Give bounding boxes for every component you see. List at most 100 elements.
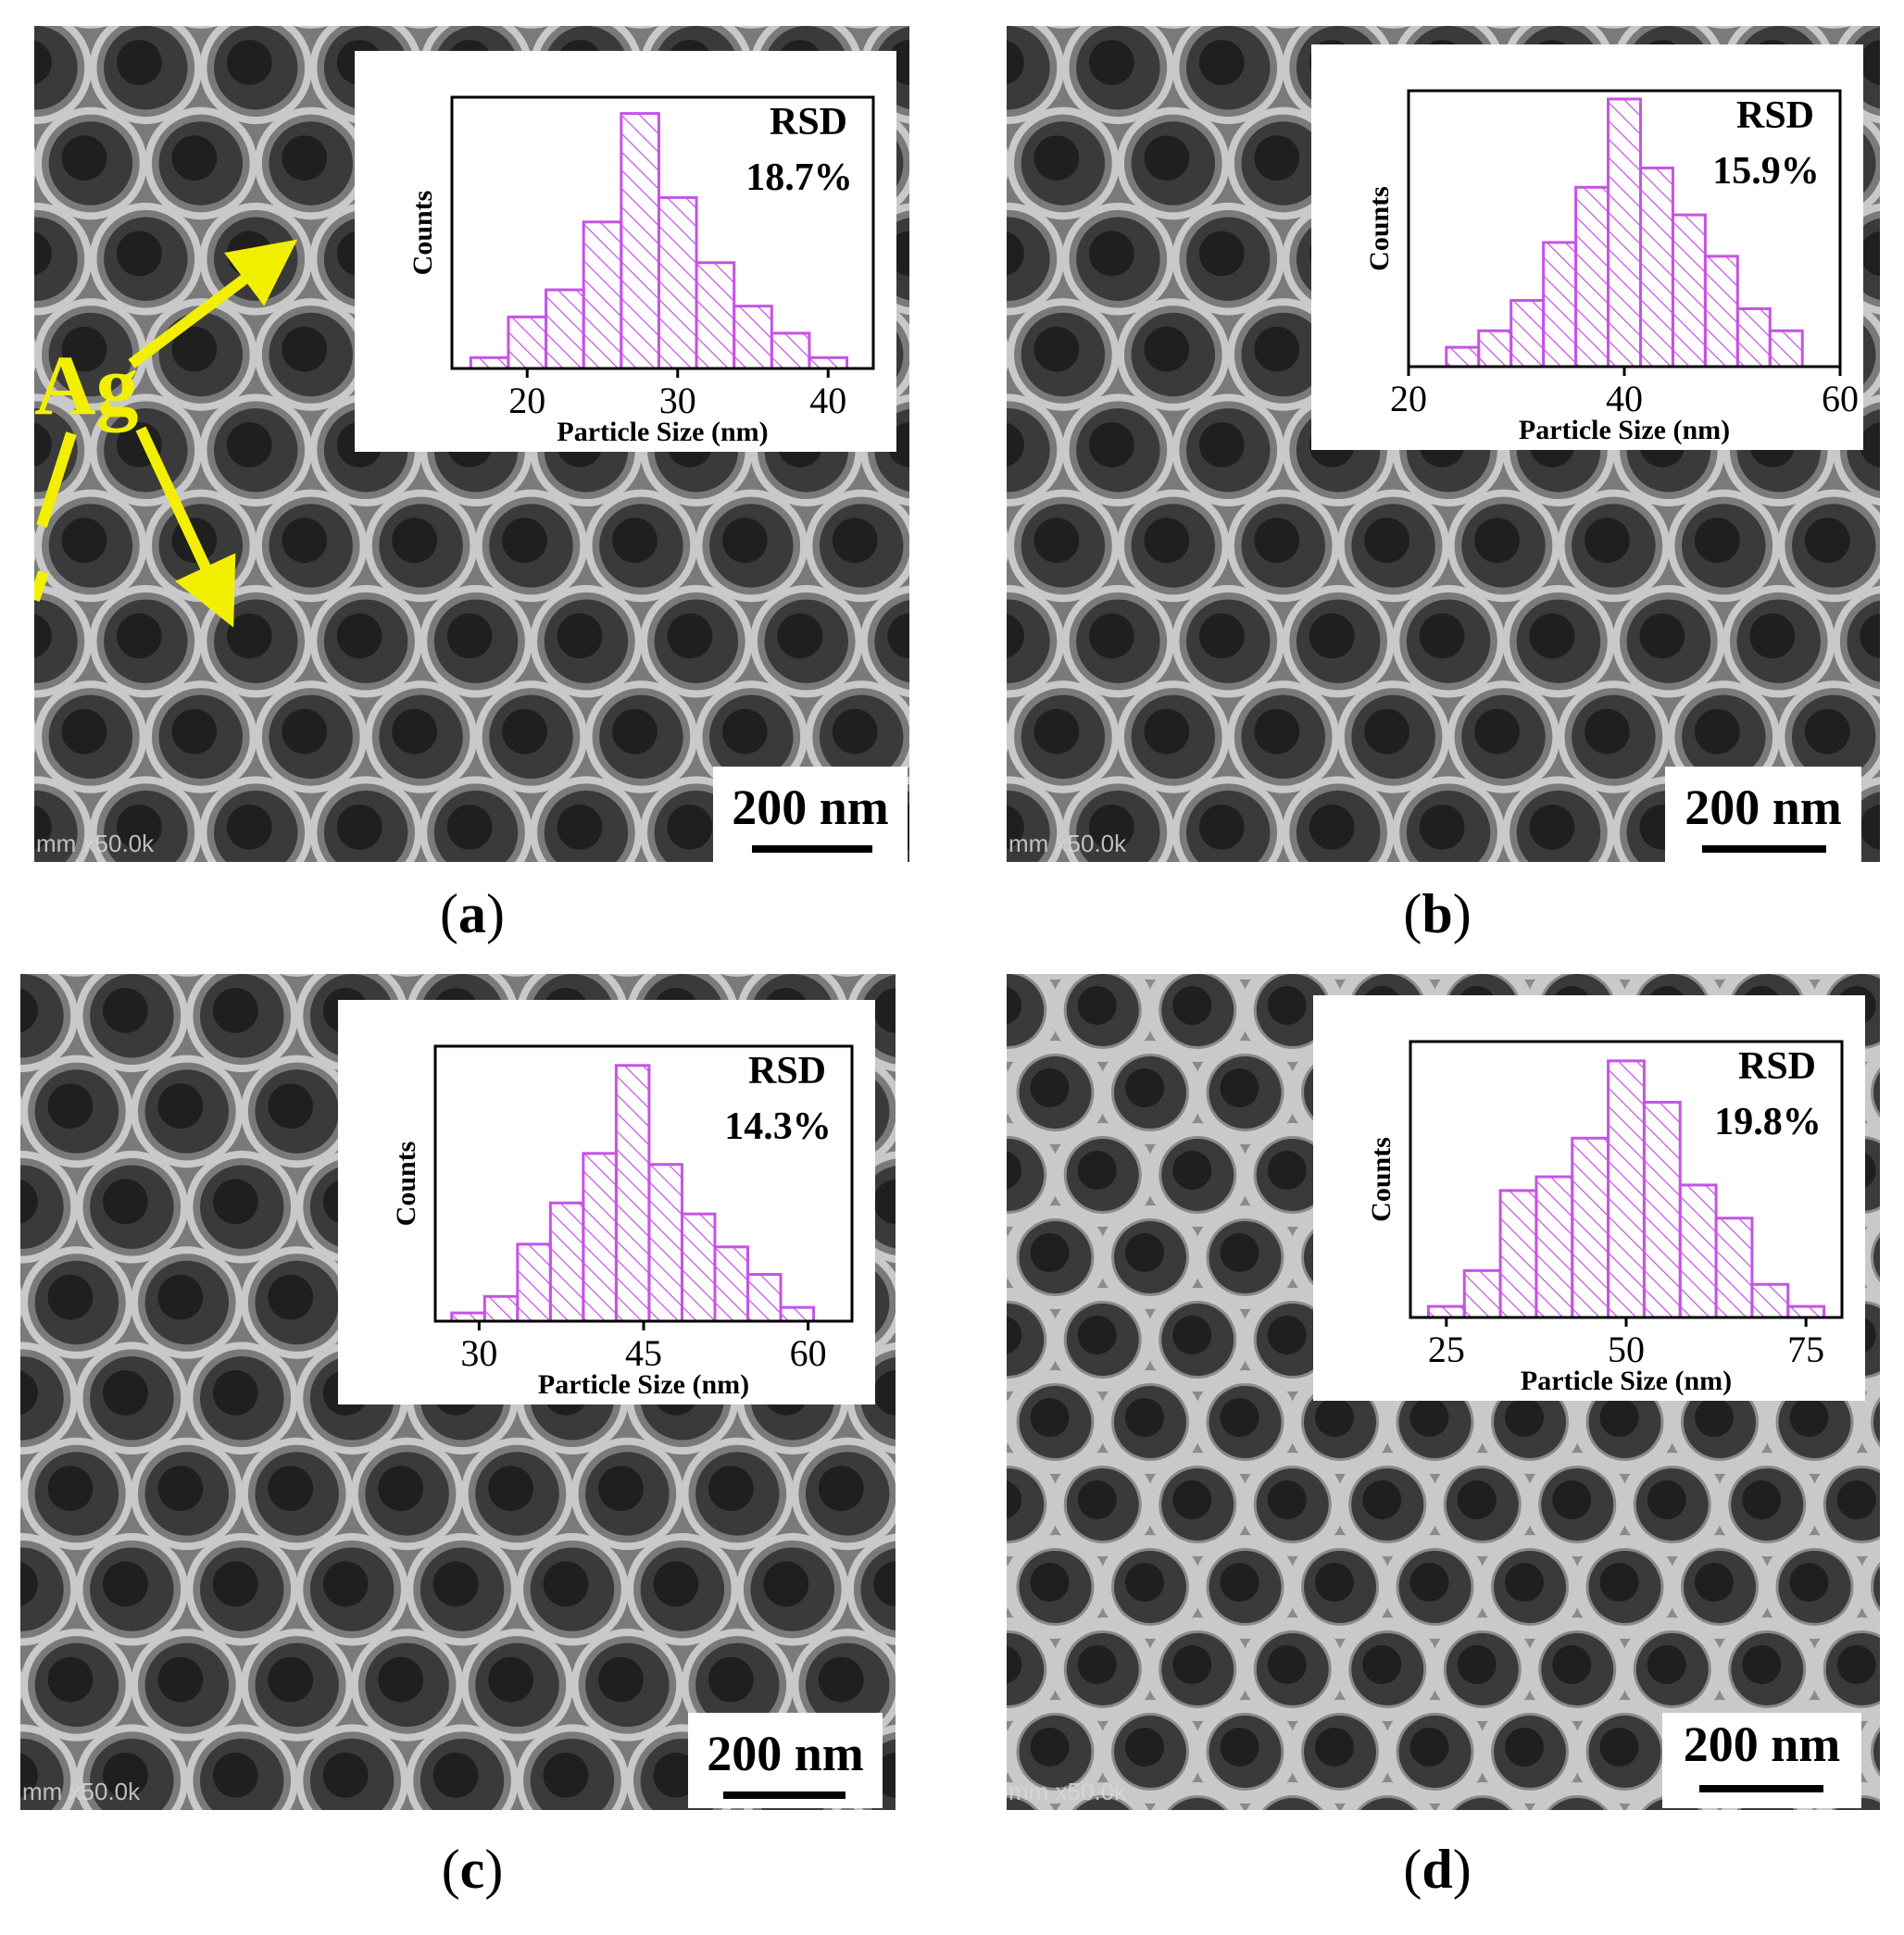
histogram-inset-b: 20 40 60 Particle Size (nm) Counts RSD 15.9% xyxy=(1311,44,1863,450)
histogram-bar xyxy=(1671,213,1707,368)
histogram-bar xyxy=(614,1064,651,1323)
histogram-bar xyxy=(733,305,773,370)
x-tick-label: 30 xyxy=(659,380,696,421)
scale-bar-label-d: 200 nm xyxy=(1683,1717,1841,1772)
histogram-inset-c: 30 45 60 Particle Size (nm) Counts RSD 14.3% xyxy=(338,1000,875,1404)
x-tick-label: 60 xyxy=(1822,378,1859,419)
histogram-bar xyxy=(516,1242,552,1323)
histogram-a: 20 30 40 Particle Size (nm) Counts RSD 18.7% xyxy=(407,95,875,447)
histogram-bar xyxy=(1477,329,1513,368)
x-tick-label: 75 xyxy=(1787,1329,1824,1370)
plot-frame xyxy=(450,95,875,370)
rsd-label: RSD xyxy=(748,1050,826,1092)
histogram-bar xyxy=(1445,345,1481,368)
histogram-bar xyxy=(1498,1189,1538,1319)
ag-arrow-left xyxy=(36,431,77,528)
ag-arrows xyxy=(34,239,298,628)
x-tick-label: 45 xyxy=(625,1332,662,1374)
x-tick-label: 60 xyxy=(790,1332,827,1374)
x-tick-label: 40 xyxy=(809,380,846,421)
histogram-bar xyxy=(582,220,623,370)
rsd-label: RSD xyxy=(770,101,847,144)
histogram-bar xyxy=(1571,1136,1610,1319)
magnification-label-a: mm x50.0k xyxy=(36,830,155,857)
rsd-value: 14.3% xyxy=(724,1105,832,1148)
scale-bar-label-b: 200 nm xyxy=(1685,780,1842,835)
x-axis-label: Particle Size (nm) xyxy=(557,417,768,447)
y-axis-label: Counts xyxy=(1364,186,1395,271)
rsd-value: 19.8% xyxy=(1714,1101,1822,1143)
x-tick-label: 30 xyxy=(460,1332,497,1374)
histogram-bar xyxy=(1607,97,1642,368)
x-tick-label: 25 xyxy=(1428,1329,1465,1370)
histogram-c: 30 45 60 Particle Size (nm) Counts RSD 14.3% xyxy=(391,1044,854,1400)
histogram-bar xyxy=(1642,1101,1682,1319)
histogram-bar xyxy=(647,1163,683,1323)
histogram-bar xyxy=(1534,1175,1574,1319)
histogram-bar xyxy=(657,195,698,370)
y-axis-label: Counts xyxy=(407,191,438,276)
histogram-bar xyxy=(469,356,510,370)
histogram-bar xyxy=(1703,255,1739,368)
x-tick-label: 20 xyxy=(508,380,545,421)
scale-bar-line-a xyxy=(752,845,872,853)
ag-arrow-lower xyxy=(135,426,236,628)
histogram-inset-d: 25 50 75 Particle Size (nm) Counts RSD 19.8% xyxy=(1313,995,1865,1401)
histogram-bar xyxy=(548,1201,585,1323)
ag-annotation-label: Ag xyxy=(34,338,139,432)
scale-bar-box-b: 200 nm xyxy=(1665,767,1861,862)
magnification-label-b: mm x50.0k xyxy=(1008,830,1127,857)
scale-bar-line-d xyxy=(1699,1785,1823,1792)
histogram-bar xyxy=(1574,185,1610,368)
histogram-bar xyxy=(1750,1282,1790,1319)
scale-bar-label-a: 200 nm xyxy=(732,780,889,835)
histogram-bar xyxy=(1786,1305,1826,1319)
histogram-bar xyxy=(1607,1059,1646,1319)
histogram-bar xyxy=(746,1273,783,1323)
x-tick-label: 20 xyxy=(1390,378,1427,419)
rsd-value: 18.7% xyxy=(745,156,853,199)
scale-bar-box-d: 200 nm xyxy=(1662,1713,1861,1808)
histogram-bar xyxy=(482,1294,520,1323)
x-axis-label: Particle Size (nm) xyxy=(1521,1366,1732,1396)
histogram-bar xyxy=(779,1305,816,1323)
histogram-bar xyxy=(713,1245,750,1323)
histogram-bar xyxy=(582,1152,618,1323)
histogram-bar xyxy=(808,356,849,370)
histogram-bar xyxy=(1735,306,1772,368)
histogram-d: 25 50 75 Particle Size (nm) Counts RSD 19.8% xyxy=(1366,1040,1844,1396)
x-axis-label: Particle Size (nm) xyxy=(538,1369,749,1400)
histogram-b: 20 40 60 Particle Size (nm) Counts RSD 15.9% xyxy=(1364,89,1859,445)
histogram-bar xyxy=(1768,329,1804,368)
caption-d: (d) xyxy=(1403,1839,1472,1900)
y-axis-label: Counts xyxy=(1366,1137,1397,1222)
histogram-bar xyxy=(695,261,736,370)
histogram-bar xyxy=(680,1212,717,1323)
histogram-inset-a: 20 30 40 Particle Size (nm) Counts RSD 18.7% xyxy=(355,51,896,452)
ag-arrow-upper xyxy=(128,239,298,368)
histogram-bar xyxy=(1678,1183,1718,1319)
magnification-label-d: mm x50.0k xyxy=(1008,1778,1127,1805)
histogram-bar xyxy=(770,331,811,370)
rsd-value: 15.9% xyxy=(1712,150,1820,193)
x-tick-label: 40 xyxy=(1606,378,1643,419)
scale-bar-line-b xyxy=(1702,845,1826,853)
histogram-bar xyxy=(1542,241,1578,368)
histogram-bar xyxy=(620,112,660,370)
caption-b: (b) xyxy=(1403,883,1472,944)
rsd-label: RSD xyxy=(1738,1045,1816,1088)
caption-c: (c) xyxy=(441,1839,504,1900)
scale-bar-label-c: 200 nm xyxy=(707,1726,864,1781)
y-axis-label: Counts xyxy=(391,1142,421,1227)
scale-bar-box-c: 200 nm xyxy=(688,1713,883,1808)
magnification-label-c: mm x50.0k xyxy=(22,1778,141,1805)
histogram-bar xyxy=(1462,1268,1502,1319)
histogram-bar xyxy=(1509,298,1546,368)
x-axis-label: Particle Size (nm) xyxy=(1519,415,1730,445)
rsd-label: RSD xyxy=(1736,94,1814,137)
histogram-bar xyxy=(545,288,585,370)
histogram-bar xyxy=(1638,166,1674,368)
scale-bar-line-c xyxy=(723,1791,846,1799)
caption-a: (a) xyxy=(440,883,505,944)
scale-bar-box-a: 200 nm xyxy=(713,767,908,862)
